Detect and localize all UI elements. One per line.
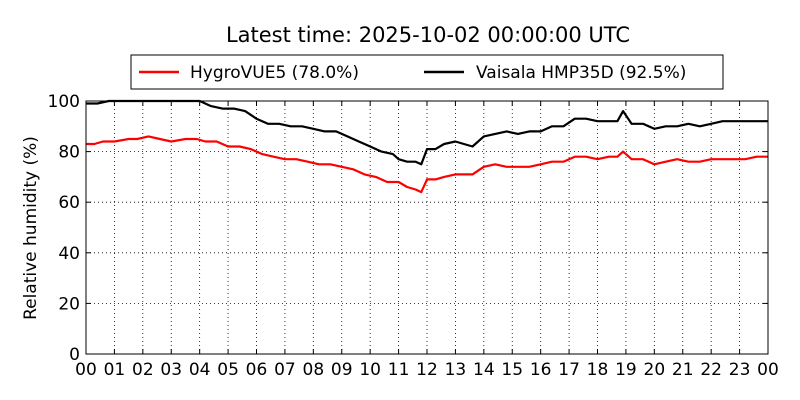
x-tick-label: 00 [75, 360, 97, 380]
y-axis-ticks: 0 20 40 60 80 100 [48, 92, 768, 365]
series-line-1 [86, 99, 768, 166]
chart-title: Latest time: 2025-10-02 00:00:00 UTC [226, 23, 630, 47]
x-tick-label: 22 [700, 360, 722, 380]
y-tick-label: 0 [69, 345, 80, 365]
x-axis-ticks: 00 01 02 03 04 05 06 07 08 09 10 11 12 13 14 15 16 17 18 19… [75, 101, 779, 380]
x-tick-label: 08 [303, 360, 325, 380]
legend: HygroVUE5 (78.0%) Vaisala HMP35D (92.5%) [130, 54, 724, 90]
series-line-0 [86, 135, 768, 194]
x-tick-label: 00 [757, 360, 779, 380]
x-tick-label: 11 [388, 360, 410, 380]
y-tick-label: 40 [58, 244, 80, 264]
x-tick-label: 10 [359, 360, 381, 380]
y-axis-label: Relative humidity (%) [21, 136, 41, 320]
x-tick-label: 21 [672, 360, 694, 380]
x-tick-label: 19 [615, 360, 637, 380]
x-tick-label: 05 [217, 360, 239, 380]
y-tick-label: 60 [58, 193, 80, 213]
y-tick-label: 20 [58, 294, 80, 314]
x-tick-label: 04 [189, 360, 211, 380]
x-tick-label: 17 [558, 360, 580, 380]
x-tick-label: 15 [501, 360, 523, 380]
x-tick-label: 20 [644, 360, 666, 380]
x-tick-label: 16 [530, 360, 552, 380]
legend-label-hygrovue5: HygroVUE5 (78.0%) [190, 63, 359, 83]
x-tick-label: 07 [274, 360, 296, 380]
x-tick-label: 12 [416, 360, 438, 380]
x-tick-label: 03 [160, 360, 182, 380]
x-tick-label: 23 [729, 360, 751, 380]
x-tick-label: 09 [331, 360, 353, 380]
x-tick-label: 14 [473, 360, 495, 380]
x-tick-label: 18 [587, 360, 609, 380]
x-tick-label: 02 [132, 360, 154, 380]
y-tick-label: 100 [48, 92, 80, 112]
y-tick-label: 80 [58, 143, 80, 163]
series-lines [86, 99, 768, 194]
legend-label-vaisala: Vaisala HMP35D (92.5%) [476, 63, 686, 83]
x-tick-label: 01 [104, 360, 126, 380]
x-tick-label: 06 [246, 360, 268, 380]
x-tick-label: 13 [445, 360, 467, 380]
plot-frame [85, 100, 769, 355]
